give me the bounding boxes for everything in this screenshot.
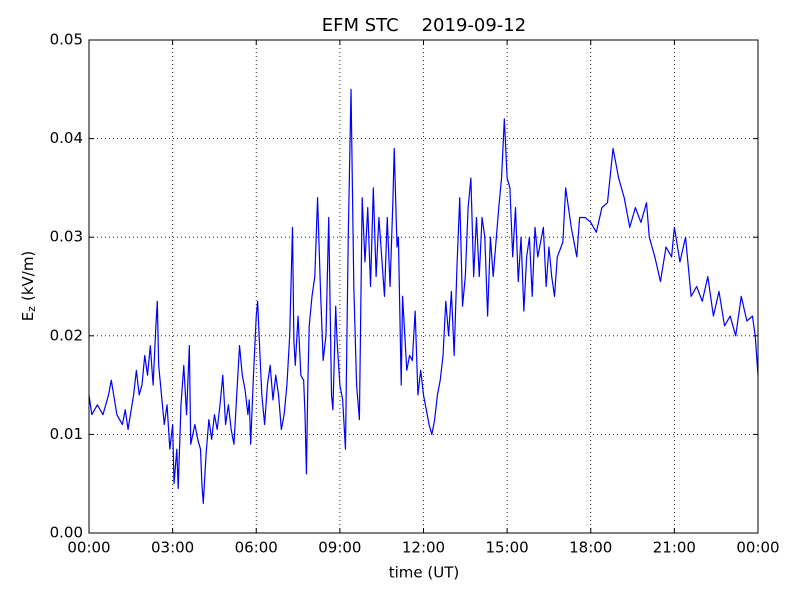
- y-label-unit: (kV/m): [19, 251, 37, 301]
- data-line: [88, 88, 759, 505]
- x-tick-label: 03:00: [151, 539, 194, 557]
- y-tick-label: 0.05: [50, 31, 83, 49]
- x-tick-label: 21:00: [653, 539, 696, 557]
- y-axis-label: Ez (kV/m): [19, 251, 39, 322]
- x-tick-label: 09:00: [318, 539, 361, 557]
- x-axis-label: time (UT): [389, 564, 460, 582]
- y-tick-label: 0.00: [50, 524, 83, 542]
- x-tick-label: 00:00: [67, 539, 110, 557]
- y-tick-label: 0.03: [50, 228, 83, 246]
- x-tick-label: 06:00: [235, 539, 278, 557]
- x-tick-label: 18:00: [569, 539, 612, 557]
- x-tick-label: 00:00: [736, 539, 779, 557]
- x-tick-label: 12:00: [402, 539, 445, 557]
- y-label-subscript: z: [25, 306, 38, 312]
- y-tick-label: 0.01: [50, 425, 83, 443]
- x-tick-label: 15:00: [486, 539, 529, 557]
- y-tick-label: 0.04: [50, 129, 83, 147]
- y-label-main: E: [19, 312, 37, 321]
- plot-frame: [88, 39, 759, 534]
- y-tick-label: 0.02: [50, 326, 83, 344]
- chart-title: EFM STC 2019-09-12: [322, 15, 526, 36]
